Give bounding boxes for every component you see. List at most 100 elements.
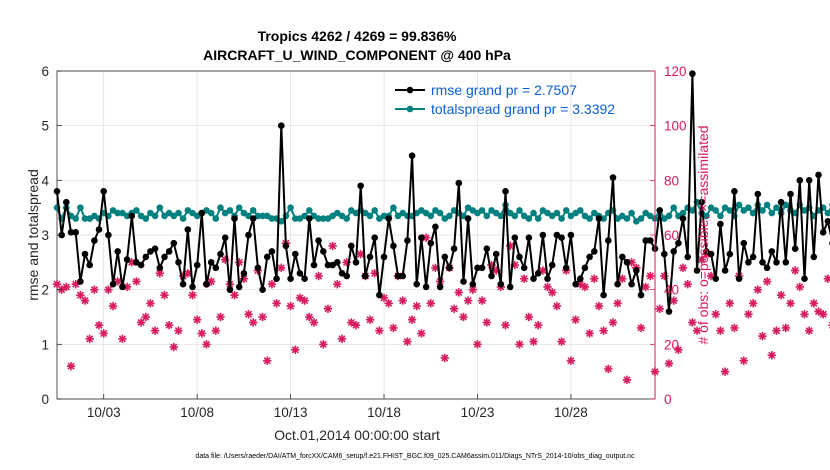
obs-marker-stroke [674,346,682,354]
rmse-point [156,264,164,272]
y-tick-label: 2 [41,283,49,298]
obs-marker-stroke [142,313,150,321]
obs-marker-stroke [427,299,435,307]
rmse-point [109,280,117,288]
obs-count-point [85,334,94,344]
obs-marker-stroke [230,291,239,299]
obs-count-point [482,318,492,327]
rmse-point [123,256,131,263]
obs-count-point [80,296,90,305]
y-tick-label: 4 [41,173,49,188]
obs-count-point [421,233,431,242]
rmse-point [567,231,575,239]
rmse-point [782,259,790,266]
rmse-point [380,253,388,261]
obs-count-point [136,318,146,327]
rmse-point [633,267,640,274]
rmse-point [581,264,589,272]
obs-marker-stroke [712,310,720,318]
totalspread-point [511,212,519,220]
rmse-point [759,259,766,266]
totalspread-point [315,215,322,222]
obs-marker-stroke [399,297,407,305]
axes: 10/03 10/08 10/13 10/18 10/23 10/280123456020… [41,64,686,420]
chart-title: Tropics 4262 / 4269 = 99.836% [258,28,457,44]
obs-marker-stroke [352,321,360,329]
obs-marker-stroke [329,242,337,250]
rmse-point [95,226,103,233]
x-tick-label: 10/03 [87,405,121,420]
totalspread-point [151,212,159,220]
obs-marker-stroke [595,302,603,310]
obs-count-point [300,296,309,305]
rmse-point [81,250,89,258]
obs-count-point [720,367,730,376]
rmse-point [824,218,830,225]
obs-marker-stroke [548,288,556,296]
obs-count-point [795,282,805,292]
rmse-point [679,215,687,222]
rmse-point [689,70,696,77]
rmse-point [446,264,453,272]
obs-marker-stroke [441,354,449,362]
rmse-point [427,239,435,247]
obs-count-point [277,263,286,272]
obs-count-point [141,312,150,322]
obs-marker-stroke [520,275,528,283]
totalspread-point [749,209,757,217]
rmse-point [91,237,98,244]
legend-spread-label: totalspread grand pr = 3.3392 [431,101,615,117]
obs-marker-stroke [81,297,89,305]
series-obs-count [52,233,830,385]
rmse-point [609,174,617,181]
obs-marker-stroke [160,291,169,299]
obs-count-point [160,290,169,300]
obs-count-point [426,299,435,308]
obs-marker-stroke [670,297,678,305]
rmse-point [67,229,75,236]
totalspread-point [689,207,696,214]
legend: rmse grand pr = 2.7507 totalspread grand… [395,82,615,117]
obs-marker-stroke [473,340,482,348]
rmse-point [301,275,308,283]
totalspread-point [217,204,224,211]
obs-count-point [604,364,613,374]
obs-count-point [753,285,762,294]
obs-count-point [534,321,543,330]
rmse-point [796,177,804,184]
obs-marker-stroke [287,302,295,310]
rmse-point [488,272,495,280]
totalspread-point [600,215,607,222]
rmse-point [600,291,607,299]
obs-marker-stroke [637,324,645,332]
rmse-point [656,207,663,214]
rmse-point [165,248,173,255]
rmse-point [292,250,299,258]
obs-marker-stroke [772,327,781,335]
obs-count-point [548,288,557,297]
obs-marker-stroke [216,313,225,321]
rmse-point [548,261,556,269]
obs-marker-stroke [146,299,155,307]
obs-count-point [440,353,449,363]
obs-marker-stroke [459,313,468,321]
obs-marker-stroke [501,321,510,329]
obs-count-point [267,280,277,289]
obs-marker-stroke [53,280,61,288]
obs-marker-stroke [721,368,729,376]
rmse-point [572,280,579,288]
totalspread-point [436,209,444,217]
obs-marker-stroke [698,256,706,264]
obs-count-point [622,375,632,385]
legend-rmse-marker [406,86,414,94]
rmse-point [72,229,79,236]
obs-count-point [305,312,314,322]
obs-count-point [557,337,566,346]
rmse-point [362,272,369,280]
rmse-point [787,190,794,198]
obs-count-point [678,263,688,272]
totalspread-point [717,212,724,220]
rmse-point [240,270,248,277]
x-tick-label: 10/13 [274,405,308,420]
rmse-point [450,245,458,252]
